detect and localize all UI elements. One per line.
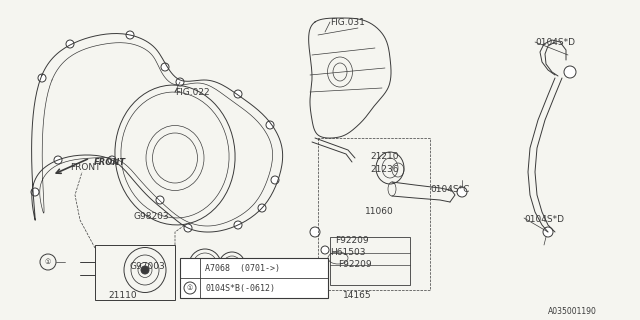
Circle shape bbox=[161, 63, 169, 71]
Circle shape bbox=[38, 74, 46, 82]
Circle shape bbox=[54, 156, 62, 164]
Circle shape bbox=[266, 121, 274, 129]
Text: 11060: 11060 bbox=[365, 207, 394, 216]
Text: FIG.031: FIG.031 bbox=[330, 18, 365, 27]
Circle shape bbox=[66, 40, 74, 48]
Bar bbox=[95, 245, 175, 300]
Text: FRONT: FRONT bbox=[70, 163, 100, 172]
Circle shape bbox=[234, 90, 242, 98]
Circle shape bbox=[310, 227, 320, 237]
Text: G97003: G97003 bbox=[130, 262, 166, 271]
Text: 21210: 21210 bbox=[370, 152, 399, 161]
Circle shape bbox=[126, 31, 134, 39]
Circle shape bbox=[108, 156, 116, 164]
Circle shape bbox=[176, 78, 184, 86]
Text: 21110: 21110 bbox=[108, 291, 136, 300]
Bar bbox=[180, 258, 328, 298]
Text: ①: ① bbox=[187, 285, 193, 291]
Circle shape bbox=[543, 227, 553, 237]
Circle shape bbox=[457, 187, 467, 197]
Text: FIG.022: FIG.022 bbox=[175, 88, 210, 97]
Text: F92209: F92209 bbox=[338, 260, 372, 269]
Circle shape bbox=[271, 176, 279, 184]
Text: F92209: F92209 bbox=[335, 236, 369, 245]
Text: 14165: 14165 bbox=[343, 291, 372, 300]
Circle shape bbox=[564, 66, 576, 78]
Text: FRONT: FRONT bbox=[94, 157, 126, 166]
Bar bbox=[330, 237, 410, 285]
Circle shape bbox=[321, 246, 329, 254]
Circle shape bbox=[31, 188, 39, 196]
Circle shape bbox=[258, 204, 266, 212]
Text: ①: ① bbox=[45, 259, 51, 265]
Text: 0104S*D: 0104S*D bbox=[535, 38, 575, 47]
Circle shape bbox=[141, 266, 149, 274]
Text: 21236: 21236 bbox=[370, 165, 399, 174]
Circle shape bbox=[156, 196, 164, 204]
Circle shape bbox=[234, 221, 242, 229]
Text: 0104S*B(-0612): 0104S*B(-0612) bbox=[205, 284, 275, 292]
Text: H61503: H61503 bbox=[330, 248, 365, 257]
Text: 0104S*C: 0104S*C bbox=[430, 185, 469, 194]
Text: 0104S*D: 0104S*D bbox=[524, 215, 564, 224]
Circle shape bbox=[184, 224, 192, 232]
Text: A035001190: A035001190 bbox=[548, 307, 597, 316]
Text: A7068  (0701->): A7068 (0701->) bbox=[205, 263, 280, 273]
Text: G98203: G98203 bbox=[134, 212, 170, 221]
